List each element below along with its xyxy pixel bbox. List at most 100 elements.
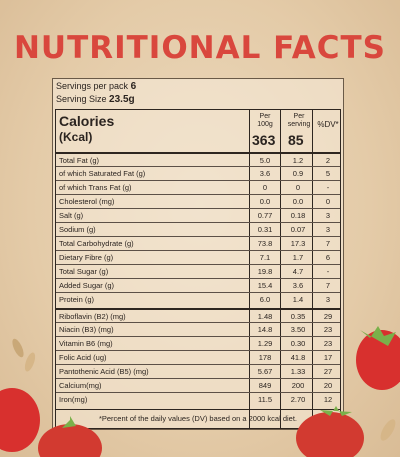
- nutrient-name: Total Sugar (g): [59, 267, 109, 276]
- leaf-icon: [62, 416, 76, 428]
- leaf-icon: [360, 326, 396, 346]
- value-dv: 17: [323, 353, 333, 362]
- value-dv: 20: [323, 381, 333, 390]
- table-row: Iron(mg) 11.5 2.70 12: [56, 392, 340, 407]
- value-per-serving: 1.7: [292, 253, 304, 262]
- value-per100g: 14.8: [257, 325, 273, 334]
- value-dv: 0: [325, 197, 331, 206]
- nutrient-name: Cholesterol (mg): [59, 197, 115, 206]
- table-row: Dietary Fibre (g) 7.1 1.7 6: [56, 250, 340, 265]
- servings-per-pack-value: 6: [130, 81, 137, 92]
- value-dv: 12: [323, 395, 333, 404]
- nutrition-panel: Servings per pack 6 Serving Size 23.5g C…: [52, 78, 344, 430]
- nutrient-name: of which Trans Fat (g): [59, 183, 132, 192]
- nutrient-name: Total Fat (g): [59, 156, 100, 165]
- nutrient-name: Niacin (B3) (mg): [59, 325, 114, 334]
- footnote: *Percent of the daily values (DV) based …: [56, 409, 340, 423]
- value-dv: 5: [325, 169, 331, 178]
- oat-icon: [380, 419, 396, 441]
- table-row: Pantothenic Acid (B5) (mg) 5.67 1.33 27: [56, 364, 340, 379]
- column-divider: [249, 110, 250, 428]
- column-divider: [280, 110, 281, 428]
- value-per100g: 0.0: [259, 197, 271, 206]
- column-header-per-serving: Per serving: [287, 113, 311, 128]
- value-per100g: 1.29: [257, 339, 273, 348]
- value-per-serving: 3.6: [292, 281, 304, 290]
- value-per100g: 6.0: [259, 295, 271, 304]
- nutrient-name: Added Sugar (g): [59, 281, 115, 290]
- table-row: Total Carbohydrate (g) 73.8 17.3 7: [56, 236, 340, 251]
- strawberry-icon: [38, 424, 102, 457]
- table-row: Niacin (B3) (mg) 14.8 3.50 23: [56, 322, 340, 337]
- calories-unit: (Kcal): [59, 130, 93, 144]
- calories-per100g: 363: [252, 132, 276, 148]
- nutrient-name: Riboflavin (B2) (mg): [59, 312, 126, 321]
- value-per-serving: 1.33: [290, 367, 306, 376]
- strawberry-icon: [356, 330, 400, 390]
- serving-size: Serving Size 23.5g: [56, 94, 135, 105]
- value-per-serving: 41.8: [290, 353, 306, 362]
- value-dv: 3: [325, 225, 331, 234]
- table-row: of which Trans Fat (g) 0 0 -: [56, 180, 340, 195]
- nutrient-name: Dietary Fibre (g): [59, 253, 114, 262]
- serving-size-value: 23.5g: [109, 94, 135, 105]
- value-per100g: 1.48: [257, 312, 273, 321]
- nutrient-name: Sodium (g): [59, 225, 96, 234]
- table-row: Calcium(mg) 849 200 20: [56, 378, 340, 393]
- column-header-dv: %DV*: [317, 120, 339, 129]
- calories-title: Calories: [59, 113, 115, 129]
- value-per100g: 0.31: [257, 225, 273, 234]
- oat-icon: [24, 352, 36, 372]
- value-per-serving: 0.0: [292, 197, 304, 206]
- value-per-serving: 1.2: [292, 156, 304, 165]
- calories-label: Calories (Kcal): [59, 113, 114, 145]
- table-row: Vitamin B6 (mg) 1.29 0.30 23: [56, 336, 340, 351]
- value-per100g: 5.0: [259, 156, 271, 165]
- table-row: Riboflavin (B2) (mg) 1.48 0.35 29: [56, 308, 340, 324]
- value-per-serving: 0.18: [290, 211, 306, 220]
- value-per100g: 7.1: [259, 253, 271, 262]
- value-per100g: 19.8: [257, 267, 273, 276]
- nutrient-name: Vitamin B6 (mg): [59, 339, 113, 348]
- value-per100g: 0.77: [257, 211, 273, 220]
- table-row: Cholesterol (mg) 0.0 0.0 0: [56, 194, 340, 209]
- value-per-serving: 0: [295, 183, 301, 192]
- servings-per-pack: Servings per pack 6: [56, 81, 136, 92]
- value-dv: 6: [325, 253, 331, 262]
- servings-per-pack-label: Servings per pack: [56, 81, 129, 91]
- column-divider: [312, 110, 313, 428]
- value-dv: -: [326, 183, 330, 192]
- nutrient-name: Salt (g): [59, 211, 84, 220]
- value-per-serving: 0.30: [290, 339, 306, 348]
- page-title: NUTRITIONAL FACTS: [13, 30, 387, 66]
- value-per100g: 11.5: [257, 395, 273, 404]
- value-per100g: 73.8: [257, 239, 273, 248]
- value-dv: 29: [323, 312, 333, 321]
- strawberry-decoration-left: [0, 338, 102, 457]
- value-dv: 7: [325, 281, 331, 290]
- value-dv: -: [326, 267, 330, 276]
- table-row: Salt (g) 0.77 0.18 3: [56, 208, 340, 223]
- strawberry-icon: [0, 388, 40, 452]
- value-dv: 23: [323, 339, 333, 348]
- table-row: of which Saturated Fat (g) 3.6 0.9 5: [56, 166, 340, 181]
- value-per-serving: 2.70: [290, 395, 306, 404]
- column-header-per100g: Per 100g: [257, 113, 273, 128]
- nutrient-name: Iron(mg): [59, 395, 88, 404]
- value-per-serving: 17.3: [290, 239, 306, 248]
- value-per-serving: 4.7: [292, 267, 304, 276]
- leaf-icon: [320, 406, 352, 416]
- value-dv: 2: [325, 156, 331, 165]
- value-per100g: 5.67: [257, 367, 273, 376]
- value-per-serving: 1.4: [292, 295, 304, 304]
- nutrient-name: Calcium(mg): [59, 381, 102, 390]
- table-row: Folic Acid (ug) 178 41.8 17: [56, 350, 340, 365]
- nutrient-name: Protein (g): [59, 295, 95, 304]
- value-per100g: 178: [258, 353, 272, 362]
- value-per-serving: 3.50: [290, 325, 306, 334]
- value-per100g: 0: [262, 183, 268, 192]
- nutrient-name: Folic Acid (ug): [59, 353, 107, 362]
- value-per-serving: 0.9: [292, 169, 304, 178]
- nutrient-name: of which Saturated Fat (g): [59, 169, 146, 178]
- serving-size-label: Serving Size: [56, 94, 107, 104]
